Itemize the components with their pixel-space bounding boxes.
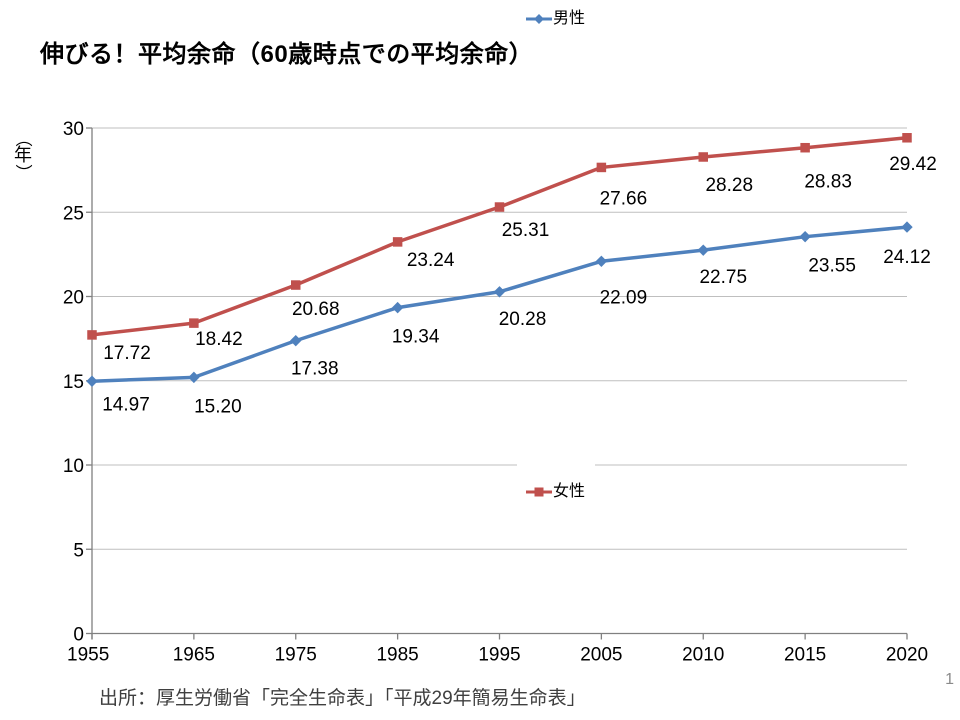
svg-text:23.24: 23.24	[407, 250, 455, 271]
svg-text:2015: 2015	[784, 645, 826, 666]
svg-text:1995: 1995	[478, 645, 520, 666]
svg-text:18.42: 18.42	[195, 329, 243, 350]
svg-text:25.31: 25.31	[502, 220, 550, 241]
chart-legend: 男性 女性	[517, 11, 595, 510]
svg-text:24.12: 24.12	[883, 247, 931, 268]
legend-item-male: 男性	[525, 11, 585, 27]
svg-text:1965: 1965	[173, 645, 215, 666]
y-axis-title: （年）	[13, 130, 33, 181]
y-axis-tick-labels: 0 5 10 15 20 25 30	[63, 119, 84, 646]
svg-text:28.83: 28.83	[804, 172, 852, 193]
svg-text:15.20: 15.20	[194, 396, 242, 417]
svg-text:22.09: 22.09	[600, 287, 648, 308]
svg-text:10: 10	[63, 456, 84, 477]
legend-item-female: 女性	[525, 484, 585, 500]
svg-text:14.97: 14.97	[102, 394, 150, 415]
svg-text:19.34: 19.34	[392, 327, 440, 348]
male-series: 14.97 15.20 17.38 19.34 20.28 22.09 22.75 23.55…	[86, 221, 931, 417]
male-series-swatch-icon	[526, 14, 552, 24]
svg-text:30: 30	[63, 119, 84, 140]
svg-text:2005: 2005	[580, 645, 622, 666]
x-axis-tick-labels: 1955 1965 1975 1985 1995 2005 2010 2015 2020	[67, 645, 928, 666]
svg-text:1975: 1975	[275, 645, 317, 666]
svg-text:1985: 1985	[376, 645, 418, 666]
svg-text:5: 5	[73, 540, 84, 561]
page-number: 1	[945, 671, 954, 688]
legend-label-female: 女性	[553, 483, 586, 500]
female-series-swatch-icon	[526, 487, 552, 497]
line-chart: 0 5 10 15 20 25 30 1955 1965 1975 1985 1995 2005 2010…	[63, 119, 937, 666]
svg-text:15: 15	[63, 372, 84, 393]
svg-text:23.55: 23.55	[808, 256, 856, 277]
svg-text:29.42: 29.42	[889, 154, 937, 175]
svg-text:17.38: 17.38	[291, 359, 339, 380]
svg-text:25: 25	[63, 203, 84, 224]
svg-text:17.72: 17.72	[103, 343, 151, 364]
svg-text:2010: 2010	[682, 645, 724, 666]
svg-text:20.68: 20.68	[292, 299, 340, 320]
svg-text:2020: 2020	[886, 645, 928, 666]
chart-title: 伸びる！平均余命（60歳時点での平均余命）	[40, 41, 534, 68]
source-note: 出所：厚生労働省「完全生命表」「平成29年簡易生命表」	[99, 688, 586, 709]
svg-text:0: 0	[73, 625, 84, 646]
svg-text:1955: 1955	[67, 645, 109, 666]
svg-text:27.66: 27.66	[600, 188, 648, 209]
female-series: 17.72 18.42 20.68 23.24 25.31 27.66 28.28 28.83…	[87, 133, 937, 364]
svg-text:22.75: 22.75	[699, 267, 747, 288]
svg-text:20.28: 20.28	[499, 309, 547, 330]
svg-text:20: 20	[63, 288, 84, 309]
legend-label-male: 男性	[553, 10, 586, 27]
female-data-labels: 17.72 18.42 20.68 23.24 25.31 27.66 28.28 28.83…	[103, 154, 937, 364]
svg-text:28.28: 28.28	[705, 175, 753, 196]
male-data-labels: 14.97 15.20 17.38 19.34 20.28 22.09 22.75 23.55…	[102, 247, 931, 417]
